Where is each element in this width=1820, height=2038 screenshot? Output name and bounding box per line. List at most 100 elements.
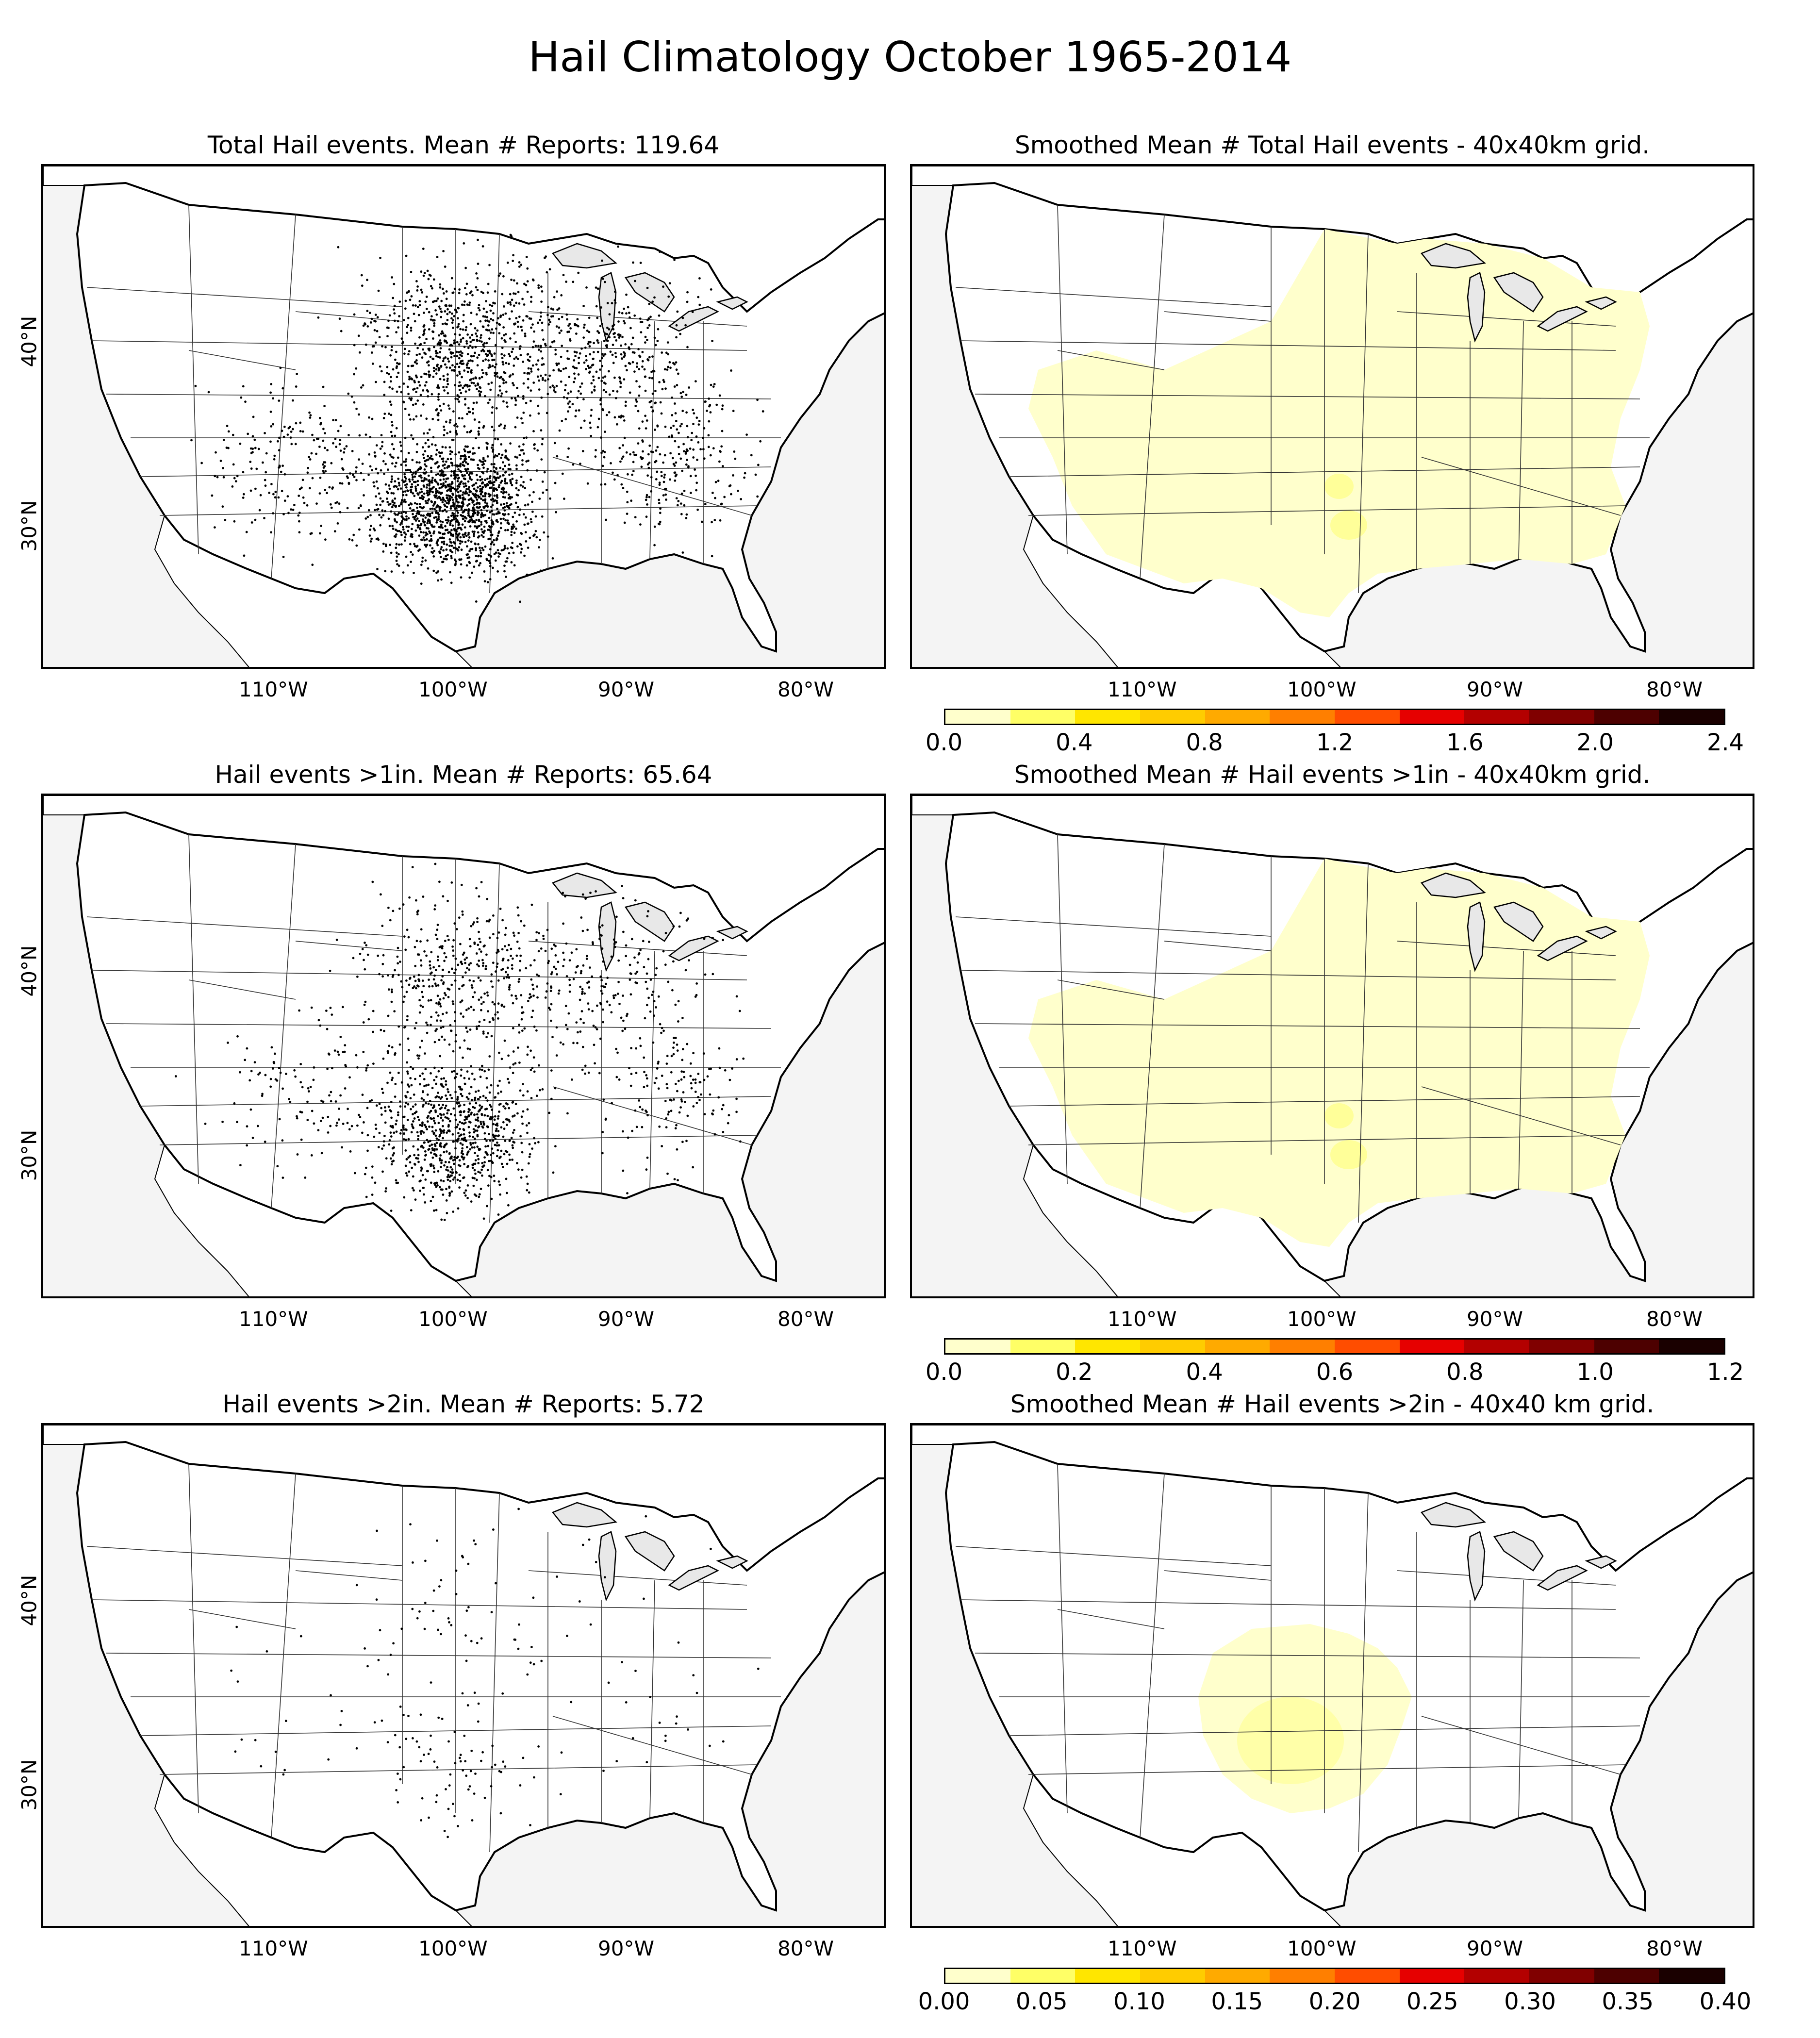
state-border (1397, 1570, 1616, 1586)
state-border (1028, 1135, 1626, 1145)
longitude-tick-label: 90°W (598, 1937, 654, 1960)
colorbar-segment (1270, 710, 1335, 724)
great-lake (716, 1555, 748, 1569)
state-border (271, 214, 296, 579)
colorbar-tick-label: 0.0 (925, 729, 963, 756)
state-border (1164, 1570, 1272, 1581)
great-lake (1420, 872, 1486, 898)
state-border (140, 1725, 772, 1736)
state-border (528, 1570, 747, 1586)
longitude-tick-label: 100°W (418, 1307, 488, 1331)
state-border (1164, 311, 1272, 322)
state-border (1421, 1716, 1621, 1775)
colorbar-segment (1659, 1969, 1724, 1983)
colorbar-segment (1140, 710, 1205, 724)
state-border (955, 287, 1272, 307)
colorbar-segment (1335, 710, 1400, 724)
longitude-tick-label: 110°W (1108, 1937, 1177, 1960)
state-border (489, 1492, 500, 1853)
us-landmass (76, 182, 884, 653)
colorbar-tick-label: 0.40 (1699, 1988, 1752, 2015)
colorbar (944, 1338, 1725, 1355)
great-lake (1585, 1555, 1617, 1569)
great-lake (551, 243, 617, 269)
us-landmass (76, 1441, 884, 1912)
state-border (271, 844, 296, 1209)
colorbar-tick-label: 1.0 (1576, 1359, 1614, 1386)
colorbar-segment (1464, 1340, 1530, 1353)
map-canvas (43, 166, 884, 667)
right-map-title: Smoothed Mean # Hail events >2in - 40x40… (1010, 1390, 1655, 1418)
map-canvas (912, 795, 1753, 1296)
state-border (1421, 1086, 1621, 1145)
colorbar-segment (1075, 710, 1141, 724)
state-border (1358, 233, 1369, 594)
state-border (86, 287, 403, 307)
map-canvas (912, 166, 1753, 667)
state-border (1518, 321, 1524, 560)
great-lake (1467, 1531, 1486, 1602)
colorbar-tick-label: 0.30 (1504, 1988, 1556, 2015)
great-lake (716, 296, 748, 310)
colorbar-segment (1075, 1340, 1141, 1353)
longitude-tick-label: 80°W (1646, 1307, 1703, 1331)
longitude-tick-label: 100°W (1287, 1937, 1357, 1960)
colorbar-segment (1205, 1969, 1270, 1983)
state-border (649, 321, 655, 560)
left-map-title: Hail events >1in. Mean # Reports: 65.64 (215, 761, 712, 789)
state-border (1164, 941, 1272, 951)
great-lake (1493, 272, 1544, 313)
great-lake (668, 1565, 719, 1591)
colorbar-segment (1659, 710, 1724, 724)
longitude-tick-label: 100°W (418, 1937, 488, 1960)
right-map-title: Smoothed Mean # Total Hail events - 40x4… (1014, 131, 1650, 159)
longitude-tick-label: 110°W (239, 1307, 308, 1331)
great-lake (551, 1502, 617, 1528)
state-border (960, 1599, 1616, 1610)
great-lake (668, 306, 719, 332)
colorbar-tick-label: 1.2 (1316, 729, 1354, 756)
hail-reports-map (41, 1423, 886, 1928)
great-lake (1420, 243, 1486, 269)
state-border (552, 457, 752, 516)
state-border (528, 941, 747, 956)
hail-reports-map (41, 794, 886, 1298)
state-border (1057, 1609, 1165, 1629)
state-border (1518, 950, 1524, 1189)
colorbar-segment (1464, 1969, 1530, 1983)
longitude-tick-label: 110°W (1108, 1307, 1177, 1331)
colorbar (944, 1968, 1725, 1984)
state-border (91, 1599, 747, 1610)
great-lake (1537, 935, 1588, 961)
great-lake (1467, 272, 1486, 343)
longitude-tick-label: 90°W (598, 1307, 654, 1331)
great-lake (1537, 1565, 1588, 1591)
state-border (1518, 1580, 1524, 1819)
state-border (528, 311, 747, 327)
state-border (86, 916, 403, 937)
us-landmass (76, 811, 884, 1282)
latitude-tick-label: 40°N (17, 1574, 41, 1626)
state-border (1421, 457, 1621, 516)
state-border (188, 1609, 296, 1629)
smoothed-shade-region (1028, 859, 1650, 1247)
state-border (159, 1764, 757, 1775)
state-border (295, 1570, 403, 1581)
colorbar-segment (1010, 710, 1075, 724)
colorbar-tick-label: 0.10 (1113, 1988, 1165, 2015)
great-lake (1585, 926, 1617, 940)
great-lake (1493, 901, 1544, 942)
hail-report-dots (230, 1508, 760, 1839)
state-border (1397, 311, 1616, 327)
colorbar-segment (1270, 1340, 1335, 1353)
map-canvas (43, 1425, 884, 1926)
smoothed-climatology-map (910, 794, 1754, 1298)
colorbar-segment (1464, 710, 1530, 724)
state-border (188, 1463, 199, 1814)
map-canvas (912, 1425, 1753, 1926)
colorbar-tick-label: 1.2 (1706, 1359, 1744, 1386)
state-border (106, 1023, 772, 1029)
hail-reports-map (41, 164, 886, 669)
state-border (1057, 979, 1165, 1000)
colorbar-segment (1594, 710, 1659, 724)
